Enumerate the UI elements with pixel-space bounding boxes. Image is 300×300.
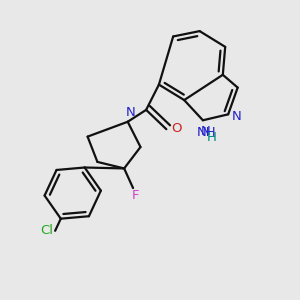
Text: F: F — [132, 189, 139, 202]
Text: N: N — [200, 125, 210, 138]
Text: O: O — [171, 122, 181, 135]
Text: NH: NH — [197, 126, 216, 139]
Text: H: H — [206, 131, 216, 144]
Text: N: N — [232, 110, 242, 123]
Text: N: N — [126, 106, 136, 119]
Text: Cl: Cl — [40, 224, 53, 237]
